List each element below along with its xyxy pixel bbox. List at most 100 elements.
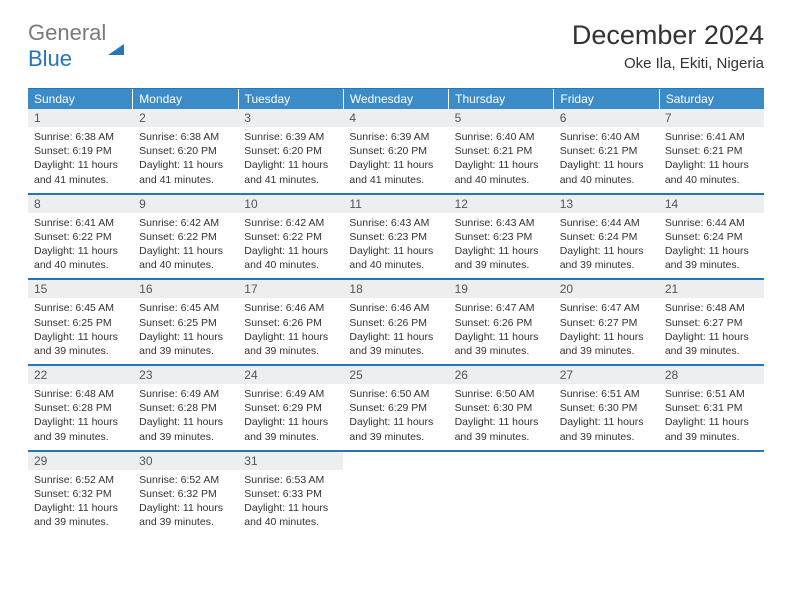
- sunrise-text: Sunrise: 6:43 AM: [455, 216, 548, 230]
- day-number: 15: [28, 280, 133, 298]
- day-details: Sunrise: 6:45 AMSunset: 6:25 PMDaylight:…: [133, 298, 238, 364]
- day-details: Sunrise: 6:50 AMSunset: 6:29 PMDaylight:…: [343, 384, 448, 450]
- sunset-text: Sunset: 6:21 PM: [560, 144, 653, 158]
- day-details: Sunrise: 6:38 AMSunset: 6:20 PMDaylight:…: [133, 127, 238, 193]
- day-number: 28: [659, 366, 764, 384]
- daylight-text: and 41 minutes.: [139, 173, 232, 187]
- sunset-text: Sunset: 6:24 PM: [665, 230, 758, 244]
- daylight-text: and 39 minutes.: [455, 344, 548, 358]
- day-cell: 11Sunrise: 6:43 AMSunset: 6:23 PMDayligh…: [343, 195, 448, 279]
- daylight-text: Daylight: 11 hours: [139, 501, 232, 515]
- daylight-text: and 39 minutes.: [665, 344, 758, 358]
- daylight-text: Daylight: 11 hours: [244, 244, 337, 258]
- day-details: Sunrise: 6:42 AMSunset: 6:22 PMDaylight:…: [133, 213, 238, 279]
- day-cell: 24Sunrise: 6:49 AMSunset: 6:29 PMDayligh…: [238, 366, 343, 450]
- day-number: 24: [238, 366, 343, 384]
- sunset-text: Sunset: 6:23 PM: [349, 230, 442, 244]
- sunset-text: Sunset: 6:28 PM: [34, 401, 127, 415]
- week-row: 22Sunrise: 6:48 AMSunset: 6:28 PMDayligh…: [28, 364, 764, 450]
- day-cell: 15Sunrise: 6:45 AMSunset: 6:25 PMDayligh…: [28, 280, 133, 364]
- daylight-text: and 40 minutes.: [349, 258, 442, 272]
- sunset-text: Sunset: 6:30 PM: [455, 401, 548, 415]
- daylight-text: Daylight: 11 hours: [139, 158, 232, 172]
- daylight-text: and 39 minutes.: [139, 344, 232, 358]
- daylight-text: Daylight: 11 hours: [349, 158, 442, 172]
- week-row: 1Sunrise: 6:38 AMSunset: 6:19 PMDaylight…: [28, 109, 764, 193]
- daylight-text: and 40 minutes.: [244, 258, 337, 272]
- week-row: 8Sunrise: 6:41 AMSunset: 6:22 PMDaylight…: [28, 193, 764, 279]
- daylight-text: Daylight: 11 hours: [665, 330, 758, 344]
- daylight-text: Daylight: 11 hours: [34, 330, 127, 344]
- day-cell: 29Sunrise: 6:52 AMSunset: 6:32 PMDayligh…: [28, 452, 133, 536]
- daylight-text: and 39 minutes.: [455, 430, 548, 444]
- day-number: 7: [659, 109, 764, 127]
- daylight-text: Daylight: 11 hours: [139, 244, 232, 258]
- day-number: 1: [28, 109, 133, 127]
- sunrise-text: Sunrise: 6:41 AM: [665, 130, 758, 144]
- day-number: 3: [238, 109, 343, 127]
- daylight-text: Daylight: 11 hours: [34, 158, 127, 172]
- daylight-text: and 39 minutes.: [560, 344, 653, 358]
- daylight-text: Daylight: 11 hours: [244, 330, 337, 344]
- daylight-text: and 40 minutes.: [139, 258, 232, 272]
- day-cell: 18Sunrise: 6:46 AMSunset: 6:26 PMDayligh…: [343, 280, 448, 364]
- sunrise-text: Sunrise: 6:38 AM: [139, 130, 232, 144]
- sunset-text: Sunset: 6:22 PM: [244, 230, 337, 244]
- weekday-header-row: Sunday Monday Tuesday Wednesday Thursday…: [28, 89, 764, 109]
- daylight-text: and 41 minutes.: [349, 173, 442, 187]
- daylight-text: and 39 minutes.: [665, 258, 758, 272]
- daylight-text: and 39 minutes.: [455, 258, 548, 272]
- sunset-text: Sunset: 6:22 PM: [139, 230, 232, 244]
- day-details: Sunrise: 6:49 AMSunset: 6:28 PMDaylight:…: [133, 384, 238, 450]
- day-cell: 12Sunrise: 6:43 AMSunset: 6:23 PMDayligh…: [449, 195, 554, 279]
- day-cell: 30Sunrise: 6:52 AMSunset: 6:32 PMDayligh…: [133, 452, 238, 536]
- day-number: 9: [133, 195, 238, 213]
- day-number: 20: [554, 280, 659, 298]
- day-cell: 21Sunrise: 6:48 AMSunset: 6:27 PMDayligh…: [659, 280, 764, 364]
- weekday-header: Monday: [133, 89, 238, 109]
- sunrise-text: Sunrise: 6:45 AM: [34, 301, 127, 315]
- sunset-text: Sunset: 6:19 PM: [34, 144, 127, 158]
- day-cell: 3Sunrise: 6:39 AMSunset: 6:20 PMDaylight…: [238, 109, 343, 193]
- sunset-text: Sunset: 6:33 PM: [244, 487, 337, 501]
- sunset-text: Sunset: 6:24 PM: [560, 230, 653, 244]
- day-cell: 31Sunrise: 6:53 AMSunset: 6:33 PMDayligh…: [238, 452, 343, 536]
- day-details: Sunrise: 6:52 AMSunset: 6:32 PMDaylight:…: [28, 470, 133, 536]
- day-cell: 25Sunrise: 6:50 AMSunset: 6:29 PMDayligh…: [343, 366, 448, 450]
- day-number: 13: [554, 195, 659, 213]
- day-cell: 1Sunrise: 6:38 AMSunset: 6:19 PMDaylight…: [28, 109, 133, 193]
- sunset-text: Sunset: 6:23 PM: [455, 230, 548, 244]
- day-details: Sunrise: 6:45 AMSunset: 6:25 PMDaylight:…: [28, 298, 133, 364]
- day-number: 12: [449, 195, 554, 213]
- day-cell: 16Sunrise: 6:45 AMSunset: 6:25 PMDayligh…: [133, 280, 238, 364]
- day-number: 25: [343, 366, 448, 384]
- day-number: 14: [659, 195, 764, 213]
- sunrise-text: Sunrise: 6:41 AM: [34, 216, 127, 230]
- day-number: 6: [554, 109, 659, 127]
- day-number: 18: [343, 280, 448, 298]
- daylight-text: Daylight: 11 hours: [34, 244, 127, 258]
- day-cell: 23Sunrise: 6:49 AMSunset: 6:28 PMDayligh…: [133, 366, 238, 450]
- sunrise-text: Sunrise: 6:44 AM: [560, 216, 653, 230]
- daylight-text: Daylight: 11 hours: [139, 415, 232, 429]
- sunset-text: Sunset: 6:27 PM: [560, 316, 653, 330]
- sunrise-text: Sunrise: 6:50 AM: [349, 387, 442, 401]
- day-details: Sunrise: 6:53 AMSunset: 6:33 PMDaylight:…: [238, 470, 343, 536]
- weekday-header: Sunday: [28, 89, 133, 109]
- daylight-text: Daylight: 11 hours: [665, 158, 758, 172]
- day-details: Sunrise: 6:44 AMSunset: 6:24 PMDaylight:…: [659, 213, 764, 279]
- logo-triangle-icon: [108, 27, 124, 55]
- daylight-text: and 40 minutes.: [560, 173, 653, 187]
- day-details: Sunrise: 6:39 AMSunset: 6:20 PMDaylight:…: [238, 127, 343, 193]
- day-number: 5: [449, 109, 554, 127]
- day-details: Sunrise: 6:43 AMSunset: 6:23 PMDaylight:…: [449, 213, 554, 279]
- daylight-text: Daylight: 11 hours: [560, 415, 653, 429]
- day-details: Sunrise: 6:39 AMSunset: 6:20 PMDaylight:…: [343, 127, 448, 193]
- daylight-text: Daylight: 11 hours: [244, 501, 337, 515]
- sunrise-text: Sunrise: 6:42 AM: [139, 216, 232, 230]
- day-cell: 9Sunrise: 6:42 AMSunset: 6:22 PMDaylight…: [133, 195, 238, 279]
- sunrise-text: Sunrise: 6:43 AM: [349, 216, 442, 230]
- sunrise-text: Sunrise: 6:49 AM: [244, 387, 337, 401]
- week-row: 15Sunrise: 6:45 AMSunset: 6:25 PMDayligh…: [28, 278, 764, 364]
- day-cell: 13Sunrise: 6:44 AMSunset: 6:24 PMDayligh…: [554, 195, 659, 279]
